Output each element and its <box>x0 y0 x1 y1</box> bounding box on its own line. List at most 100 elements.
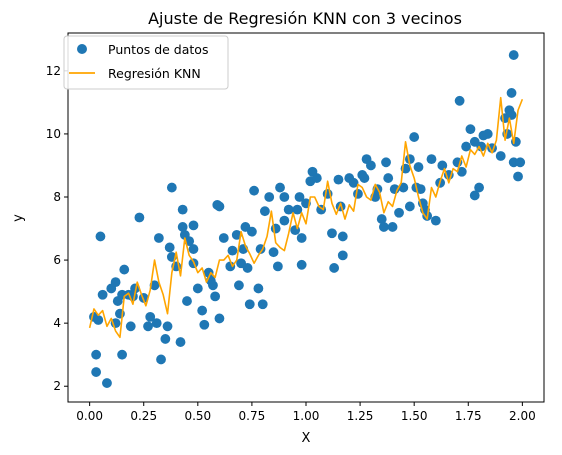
data-point <box>175 337 186 347</box>
legend: Puntos de datos Regresión KNN <box>63 35 229 90</box>
data-point <box>95 231 106 242</box>
data-point <box>166 182 177 193</box>
data-point <box>225 261 236 272</box>
data-point <box>164 242 175 253</box>
data-point <box>218 233 229 243</box>
data-point <box>366 160 376 171</box>
data-point <box>177 204 188 215</box>
data-point <box>143 321 153 332</box>
data-point <box>413 162 424 172</box>
data-point <box>192 283 203 294</box>
data-point <box>404 154 415 165</box>
data-point <box>227 245 238 256</box>
data-point <box>476 141 487 152</box>
y-tick-label: 8 <box>53 190 61 204</box>
data-point <box>117 349 127 360</box>
data-point <box>162 321 173 332</box>
y-tick-label: 2 <box>53 379 61 393</box>
data-point <box>253 283 264 294</box>
x-tick-label: 0.00 <box>76 409 103 423</box>
data-point <box>461 141 472 152</box>
data-point <box>182 296 192 306</box>
x-axis: 0.00 0.25 0.50 0.75 1.00 1.25 1.50 1.75 2.00 <box>76 402 536 423</box>
data-point <box>125 321 136 332</box>
data-point <box>97 289 108 300</box>
data-point <box>474 182 484 193</box>
data-point <box>279 215 290 226</box>
data-point <box>430 215 441 226</box>
data-point <box>275 182 285 193</box>
legend-box <box>63 35 229 90</box>
data-point <box>91 367 102 377</box>
data-point <box>264 192 275 202</box>
data-point <box>149 280 160 291</box>
data-point <box>247 226 257 237</box>
data-point <box>292 204 303 215</box>
x-tick-label: 0.75 <box>239 409 266 423</box>
data-point <box>327 228 337 239</box>
chart-title: Ajuste de Regresión KNN con 3 vecinos <box>148 9 462 28</box>
data-point <box>465 124 476 135</box>
data-point <box>93 315 104 325</box>
data-point <box>153 233 164 243</box>
data-point <box>134 212 145 223</box>
data-point <box>145 311 156 322</box>
data-point <box>376 214 387 224</box>
data-point <box>110 277 121 288</box>
data-point <box>203 267 214 278</box>
data-point <box>353 188 363 199</box>
data-point <box>283 204 294 215</box>
data-point <box>197 305 208 316</box>
data-point <box>156 354 166 365</box>
data-point <box>259 206 270 217</box>
x-tick-label: 1.50 <box>401 409 428 423</box>
legend-scatter-marker <box>77 44 87 54</box>
data-point <box>160 334 171 344</box>
data-point <box>214 313 225 324</box>
data-point <box>91 349 102 360</box>
data-point <box>208 280 218 291</box>
data-point <box>242 263 253 273</box>
data-point <box>294 192 305 202</box>
data-point <box>359 173 370 183</box>
data-point <box>244 299 255 310</box>
y-axis-label: y <box>11 214 26 222</box>
data-point <box>508 50 519 60</box>
x-tick-label: 0.25 <box>130 409 157 423</box>
data-point <box>398 182 409 193</box>
data-point <box>151 318 162 329</box>
y-tick-label: 4 <box>53 316 61 330</box>
data-point <box>188 220 199 231</box>
data-point <box>437 160 448 171</box>
data-point <box>210 291 221 302</box>
data-point <box>506 88 517 98</box>
y-tick-label: 10 <box>46 127 61 141</box>
data-point <box>102 378 112 388</box>
legend-label-line: Regresión KNN <box>108 66 201 81</box>
data-point <box>177 222 188 232</box>
x-axis-label: X <box>302 431 311 446</box>
data-point <box>296 233 307 243</box>
data-point <box>234 280 244 291</box>
data-point <box>381 157 391 168</box>
data-point <box>426 154 437 165</box>
x-tick-label: 1.00 <box>293 409 320 423</box>
data-point <box>515 157 526 168</box>
data-point <box>495 151 506 161</box>
data-point <box>513 171 523 182</box>
data-point <box>469 190 480 201</box>
y-tick-label: 12 <box>46 64 61 78</box>
data-point <box>329 263 340 273</box>
data-point <box>333 174 344 185</box>
data-point <box>199 319 210 330</box>
data-point <box>394 207 404 218</box>
knn-regression-line <box>88 96 524 339</box>
data-point <box>214 201 225 212</box>
data-point <box>456 166 467 177</box>
data-point <box>268 247 279 258</box>
data-point <box>188 244 199 254</box>
data-point <box>454 95 465 106</box>
x-tick-label: 0.50 <box>184 409 211 423</box>
knn-regression-line-group <box>88 96 524 339</box>
